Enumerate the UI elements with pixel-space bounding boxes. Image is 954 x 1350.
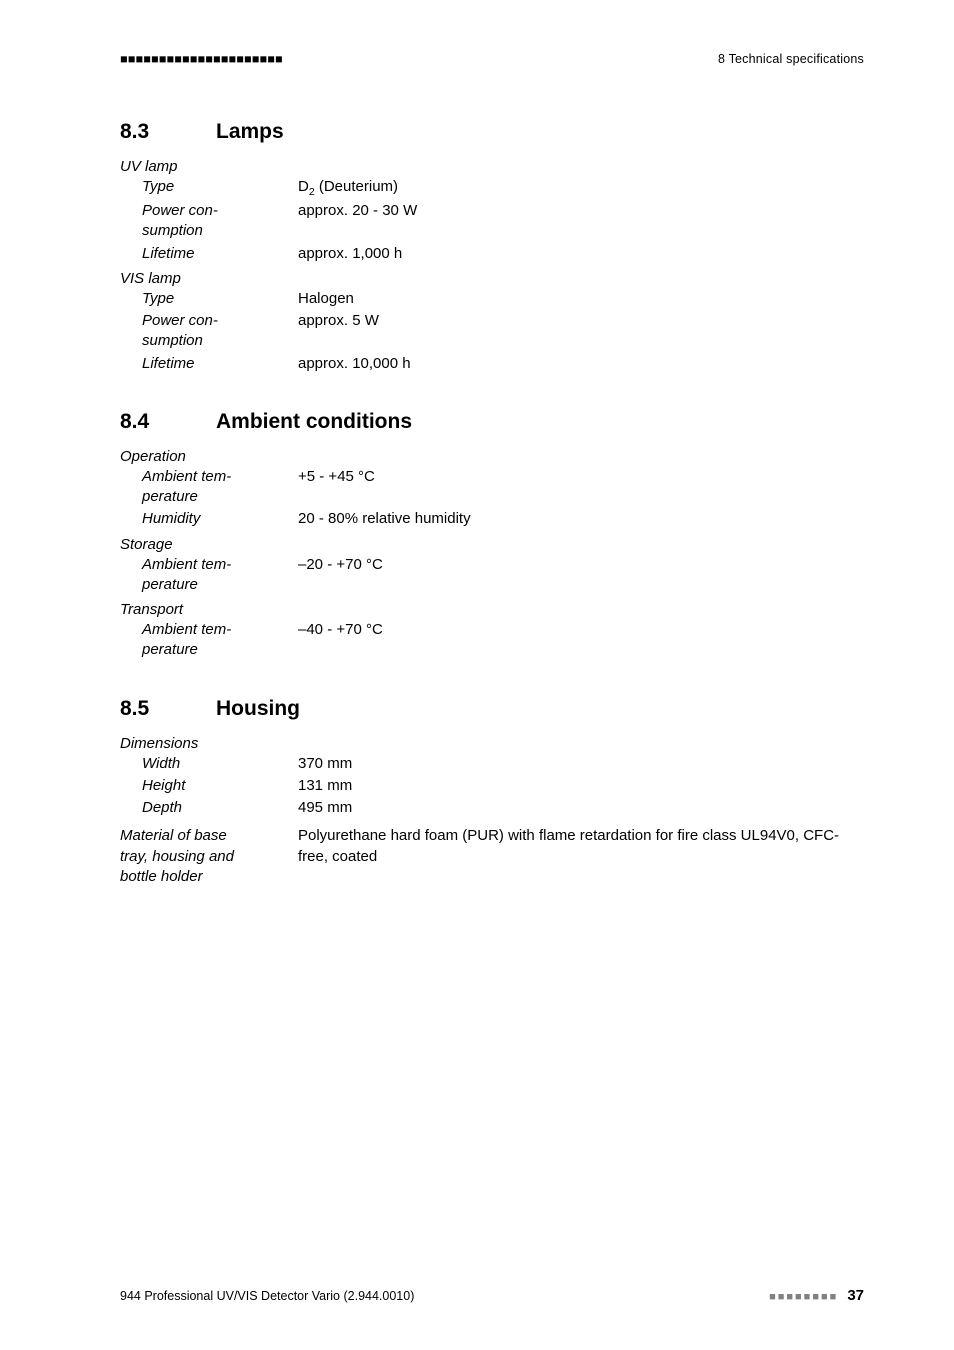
section-title: Lamps bbox=[216, 120, 284, 143]
group-label: Dimensions bbox=[120, 735, 864, 752]
spec-key: Width bbox=[120, 754, 298, 774]
section-title: Ambient conditions bbox=[216, 410, 412, 433]
spec-row: Depth495 mm bbox=[120, 798, 864, 818]
group-label: Storage bbox=[120, 536, 864, 553]
footer-decor: ■■■■■■■■ bbox=[769, 1291, 838, 1303]
spec-row: TypeHalogen bbox=[120, 289, 864, 309]
spec-row: Lifetimeapprox. 1,000 h bbox=[120, 244, 864, 264]
spec-value: +5 - +45 °C bbox=[298, 467, 864, 487]
spec-row: Ambient tem-perature–20 - +70 °C bbox=[120, 555, 864, 596]
section-heading: 8.5Housing bbox=[120, 697, 864, 721]
spec-value: approx. 10,000 h bbox=[298, 354, 864, 374]
spec-key: Height bbox=[120, 776, 298, 796]
spec-value: 495 mm bbox=[298, 798, 864, 818]
page-number: 37 bbox=[847, 1287, 864, 1304]
spec-value: 370 mm bbox=[298, 754, 864, 774]
group-label: Operation bbox=[120, 448, 864, 465]
spec-row: Power con-sumptionapprox. 5 W bbox=[120, 311, 864, 352]
spec-row: Power con-sumptionapprox. 20 - 30 W bbox=[120, 201, 864, 242]
page-footer: 944 Professional UV/VIS Detector Vario (… bbox=[120, 1287, 864, 1304]
spec-value: approx. 1,000 h bbox=[298, 244, 864, 264]
spec-key: Type bbox=[120, 177, 298, 197]
spec-row: Ambient tem-perature–40 - +70 °C bbox=[120, 620, 864, 661]
spec-value: approx. 20 - 30 W bbox=[298, 201, 864, 221]
spec-key: Humidity bbox=[120, 509, 298, 529]
spec-row: Humidity20 - 80% relative humidity bbox=[120, 509, 864, 529]
spec-value: Polyurethane hard foam (PUR) with flame … bbox=[298, 826, 864, 867]
spec-value: –40 - +70 °C bbox=[298, 620, 864, 640]
header-chapter: 8 Technical specifications bbox=[718, 52, 864, 66]
footer-right: ■■■■■■■■ 37 bbox=[769, 1287, 864, 1304]
group-label: Transport bbox=[120, 601, 864, 618]
section-heading: 8.4Ambient conditions bbox=[120, 410, 864, 434]
group-label: UV lamp bbox=[120, 158, 864, 175]
spec-row: TypeD2 (Deuterium) bbox=[120, 177, 864, 199]
spec-key: Power con-sumption bbox=[120, 201, 298, 242]
spec-value: –20 - +70 °C bbox=[298, 555, 864, 575]
spec-row: Ambient tem-perature+5 - +45 °C bbox=[120, 467, 864, 508]
spec-row: Lifetimeapprox. 10,000 h bbox=[120, 354, 864, 374]
spec-value: 20 - 80% relative humidity bbox=[298, 509, 864, 529]
spec-key: Lifetime bbox=[120, 244, 298, 264]
section-number: 8.3 bbox=[120, 120, 216, 144]
spec-row: Width370 mm bbox=[120, 754, 864, 774]
spec-value: approx. 5 W bbox=[298, 311, 864, 331]
section-title: Housing bbox=[216, 697, 300, 720]
spec-row: Material of basetray, housing andbottle … bbox=[120, 826, 864, 887]
spec-key: Type bbox=[120, 289, 298, 309]
spec-key: Power con-sumption bbox=[120, 311, 298, 352]
spec-row: Height131 mm bbox=[120, 776, 864, 796]
spec-key: Ambient tem-perature bbox=[120, 555, 298, 596]
spec-value: Halogen bbox=[298, 289, 864, 309]
spec-key: Lifetime bbox=[120, 354, 298, 374]
footer-product: 944 Professional UV/VIS Detector Vario (… bbox=[120, 1289, 414, 1303]
spec-key: Ambient tem-perature bbox=[120, 467, 298, 508]
page-header: ■■■■■■■■■■■■■■■■■■■■■ 8 Technical specif… bbox=[120, 52, 864, 66]
section-number: 8.5 bbox=[120, 697, 216, 721]
group-label: VIS lamp bbox=[120, 270, 864, 287]
spec-key: Ambient tem-perature bbox=[120, 620, 298, 661]
spec-value: 131 mm bbox=[298, 776, 864, 796]
spec-key: Material of basetray, housing andbottle … bbox=[120, 826, 298, 887]
section-heading: 8.3Lamps bbox=[120, 120, 864, 144]
spec-key: Depth bbox=[120, 798, 298, 818]
section-number: 8.4 bbox=[120, 410, 216, 434]
spec-value: D2 (Deuterium) bbox=[298, 177, 864, 199]
header-decor-left: ■■■■■■■■■■■■■■■■■■■■■ bbox=[120, 52, 283, 66]
